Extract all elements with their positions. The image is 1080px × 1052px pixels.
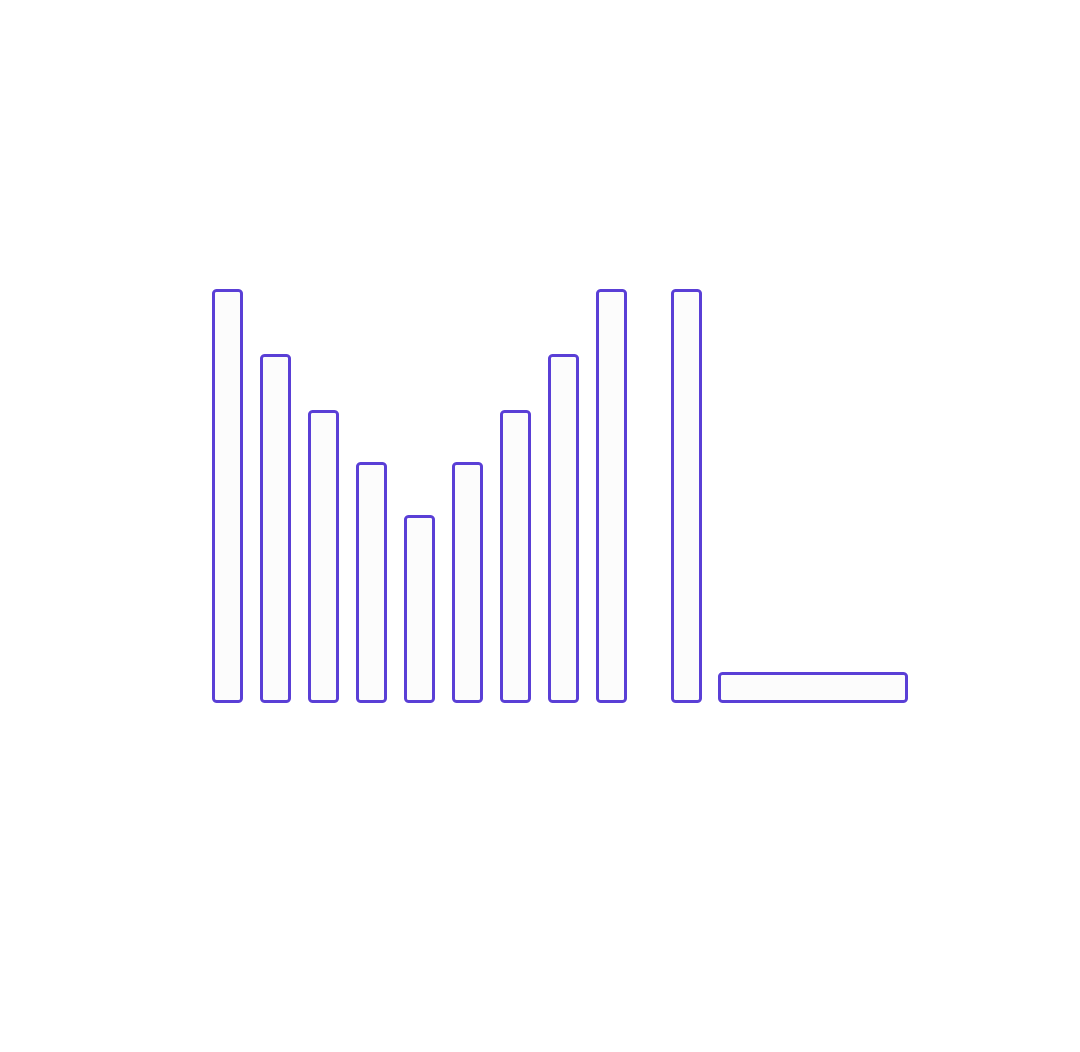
vertical-bar <box>500 410 531 703</box>
vertical-bar <box>212 289 243 703</box>
vertical-bar <box>404 515 435 703</box>
vertical-bar <box>260 354 291 703</box>
vertical-bar <box>548 354 579 703</box>
standalone-bar <box>671 289 702 703</box>
vertical-bar <box>596 289 627 703</box>
horizontal-bar <box>718 672 908 703</box>
bar-group <box>212 289 908 703</box>
vertical-bar <box>308 410 339 703</box>
vertical-bar <box>452 462 483 703</box>
vertical-bar <box>356 462 387 703</box>
